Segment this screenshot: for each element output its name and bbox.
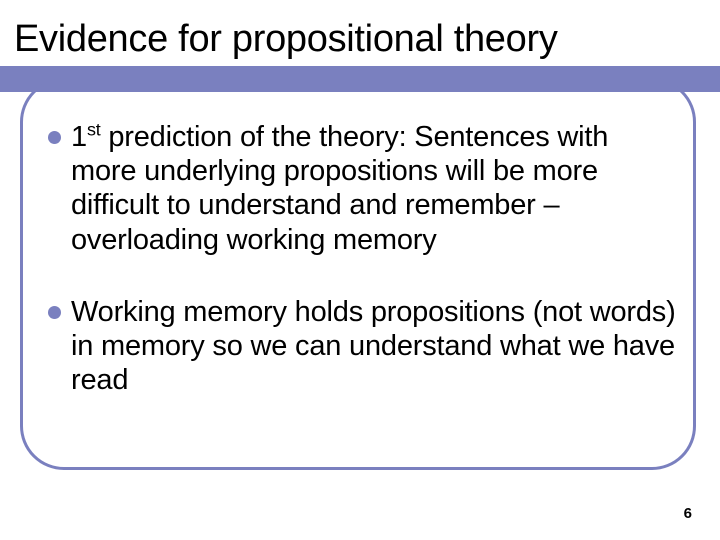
list-item: 1st prediction of the theory: Sentences … — [48, 120, 676, 257]
bullet-text: 1st prediction of the theory: Sentences … — [71, 120, 676, 257]
ordinal-suffix: st — [87, 119, 101, 139]
list-item: Working memory holds propositions (not w… — [48, 295, 676, 398]
slide-title: Evidence for propositional theory — [14, 18, 558, 61]
bullet-text: Working memory holds propositions (not w… — [71, 295, 676, 398]
bullet-list: 1st prediction of the theory: Sentences … — [48, 120, 676, 436]
bullet-dot-icon — [48, 306, 61, 319]
slide: Evidence for propositional theory 1st pr… — [0, 0, 720, 540]
ordinal-number: 1 — [71, 121, 87, 153]
bullet-dot-icon — [48, 131, 61, 144]
page-number: 6 — [684, 505, 692, 522]
bullet-body: prediction of the theory: Sentences with… — [71, 121, 608, 256]
